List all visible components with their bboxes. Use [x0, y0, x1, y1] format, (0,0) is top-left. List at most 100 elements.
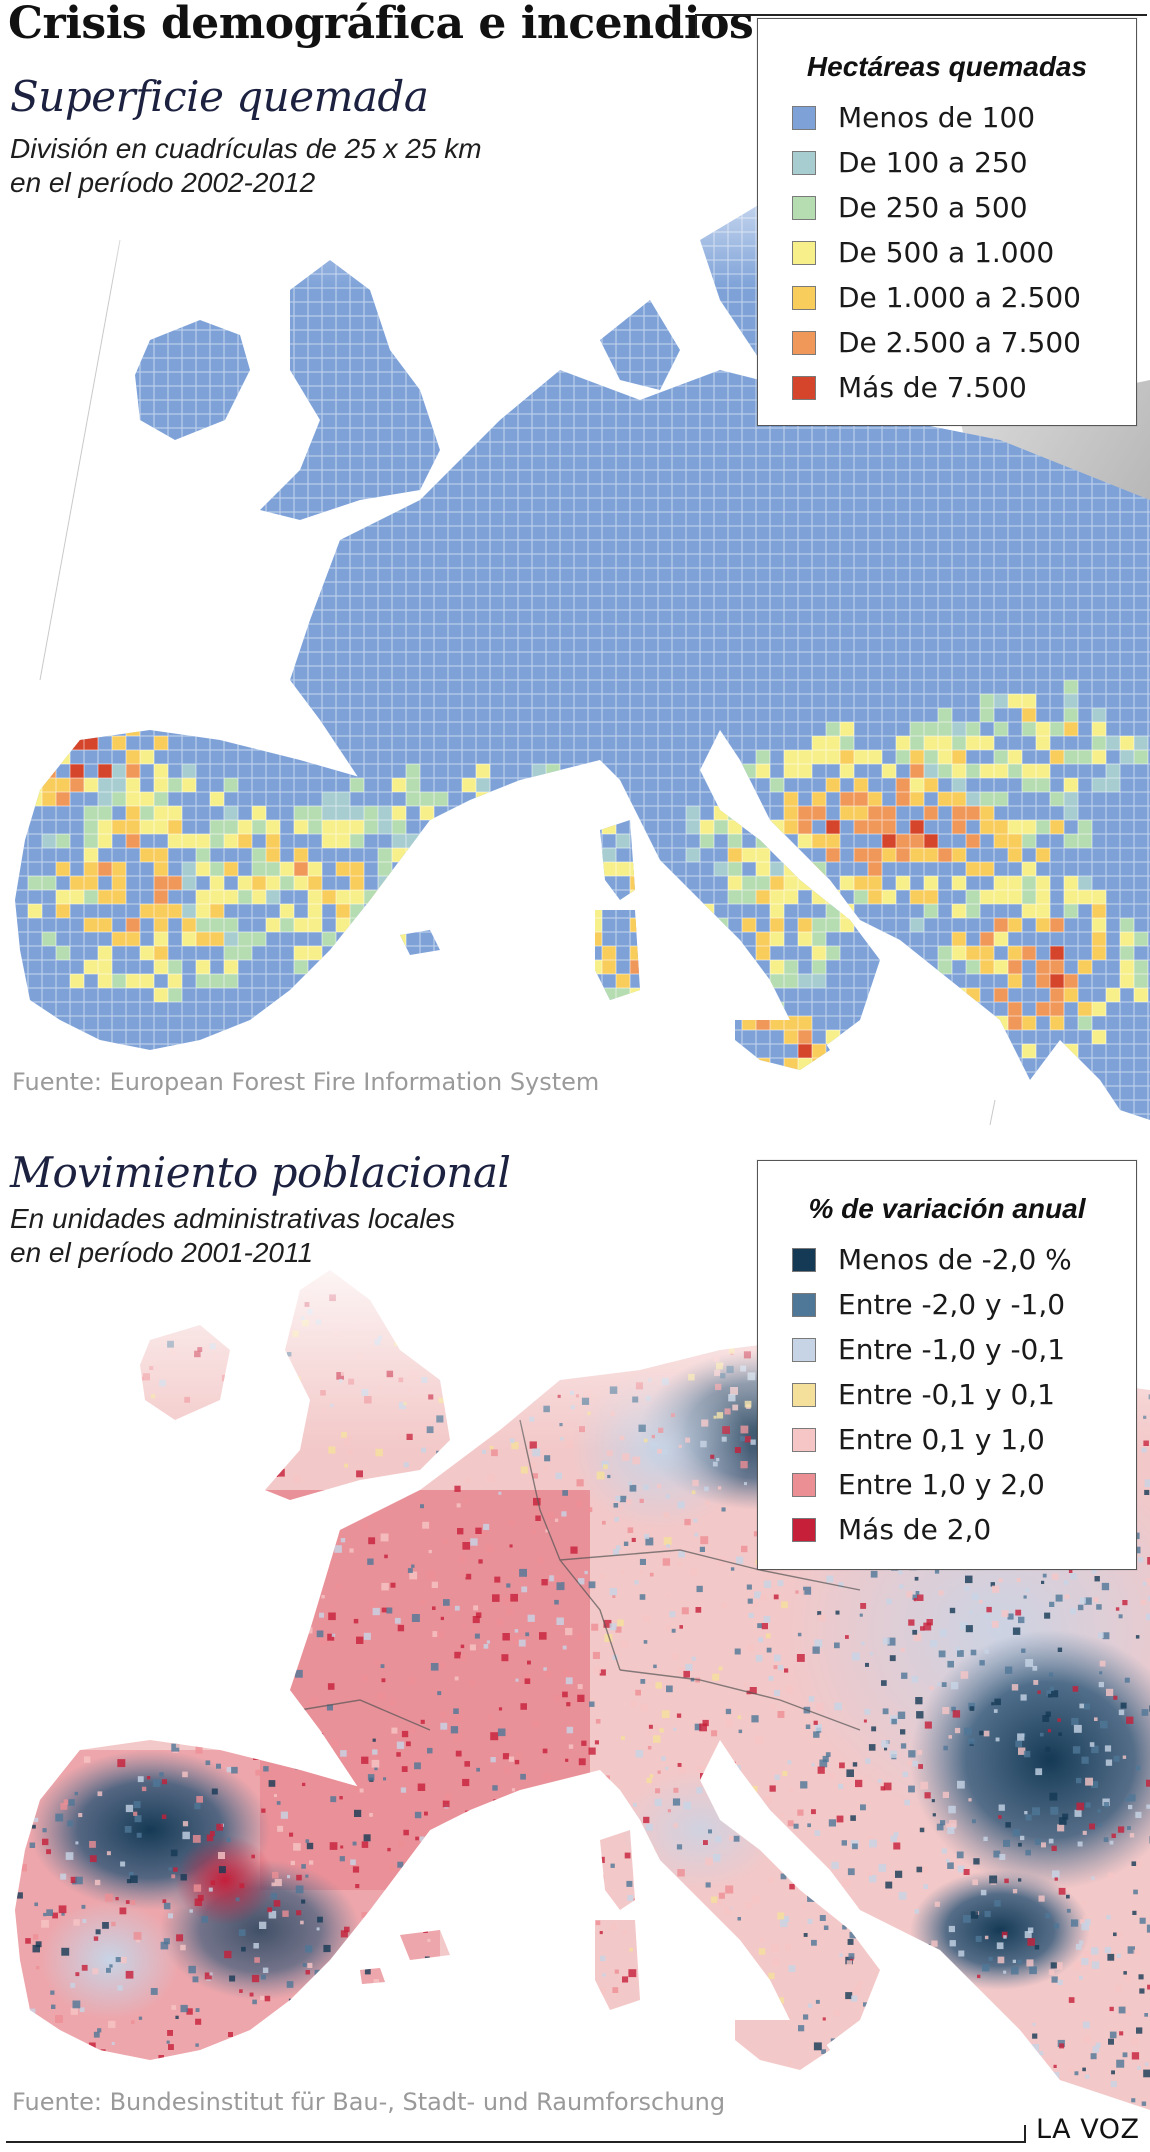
- burned-legend-label: De 2.500 a 7.500: [838, 326, 1081, 359]
- burned-grid-cell: [476, 834, 490, 848]
- burned-legend-item: De 500 a 1.000: [792, 230, 1136, 275]
- burned-grid-cell: [714, 1030, 728, 1044]
- burned-grid-cell: [350, 960, 364, 974]
- burned-grid-cell: [462, 834, 476, 848]
- burned-grid-cell: [588, 806, 602, 820]
- burned-grid-cell: [476, 806, 490, 820]
- burned-grid-cell: [28, 778, 42, 792]
- burned-grid-cell: [28, 778, 42, 792]
- burned-grid-cell: [560, 778, 574, 792]
- burned-grid-cell: [84, 694, 98, 708]
- burned-legend-label: De 500 a 1.000: [838, 236, 1055, 269]
- population-map-subtitle-1: En unidades administrativas locales: [10, 1203, 456, 1234]
- population-legend-item: Más de 2,0: [792, 1507, 1136, 1552]
- burned-grid-cell: [644, 876, 658, 890]
- footer-rule: [6, 2141, 1026, 2143]
- burned-grid-cell: [42, 736, 56, 750]
- burned-grid-cell: [658, 904, 672, 918]
- population-map: [0, 1230, 1150, 2110]
- burned-grid-cell: [462, 806, 476, 820]
- burned-grid-cell: [392, 890, 406, 904]
- burned-grid-cell: [504, 806, 518, 820]
- burned-grid-cell: [406, 890, 420, 904]
- burned-grid-cell: [364, 946, 378, 960]
- population-legend-label: Menos de -2,0 %: [838, 1243, 1072, 1276]
- population-legend-label: Entre -0,1 y 0,1: [838, 1378, 1055, 1411]
- burned-grid-cell: [126, 694, 140, 708]
- burned-grid-cell: [378, 932, 392, 946]
- burned-legend-swatch: [792, 240, 816, 265]
- burned-grid-cell: [714, 1058, 728, 1072]
- burned-grid-cell: [112, 680, 126, 694]
- burned-grid-cell: [406, 904, 420, 918]
- population-legend-label: Entre 1,0 y 2,0: [838, 1468, 1045, 1501]
- burned-grid-cell: [658, 904, 672, 918]
- burned-grid-cell: [336, 946, 350, 960]
- burned-legend-title: Hectáreas quemadas: [806, 51, 1088, 82]
- title-rule-tick: [695, 14, 697, 38]
- burned-grid-cell: [658, 890, 672, 904]
- burned-legend-item: De 2.500 a 7.500: [792, 320, 1136, 365]
- burned-grid-cell: [518, 820, 532, 834]
- brand-logo: LA VOZ: [1036, 2114, 1140, 2145]
- burned-grid-cell: [728, 974, 742, 988]
- burned-legend-label: De 1.000 a 2.500: [838, 281, 1081, 314]
- burned-legend-swatch: [792, 105, 816, 130]
- burned-grid-cell: [756, 820, 770, 834]
- burned-grid-cell: [742, 1058, 756, 1072]
- burned-grid-cell: [714, 1030, 728, 1044]
- burned-grid-cell: [364, 918, 378, 932]
- population-legend-swatch: [792, 1517, 816, 1542]
- burned-grid-cell: [686, 904, 700, 918]
- burned-grid-cell: [98, 722, 112, 736]
- burned-legend-swatch: [792, 150, 816, 175]
- burned-map-title: Superficie quemada: [10, 72, 429, 121]
- burned-grid-cell: [826, 1058, 840, 1072]
- burned-grid-cell: [812, 876, 826, 890]
- burned-grid-cell: [588, 890, 602, 904]
- burned-grid-cell: [714, 1044, 728, 1058]
- burned-grid-cell: [532, 806, 546, 820]
- burned-grid-cell: [462, 806, 476, 820]
- burned-grid-cell: [700, 918, 714, 932]
- burned-grid-cell: [98, 708, 112, 722]
- burned-grid-cell: [756, 1072, 770, 1086]
- population-legend-item: Entre -0,1 y 0,1: [792, 1372, 1136, 1417]
- burned-legend-label: De 100 a 250: [838, 146, 1028, 179]
- burned-grid-cell: [406, 848, 420, 862]
- burned-grid-cell: [518, 792, 532, 806]
- burned-grid-cell: [630, 1002, 644, 1016]
- burned-grid-cell: [602, 792, 616, 806]
- burned-grid-cell: [728, 764, 742, 778]
- burned-grid-cell: [770, 1002, 784, 1016]
- burned-grid-cell: [546, 778, 560, 792]
- population-legend-swatch: [792, 1292, 816, 1317]
- burned-grid-cell: [714, 1030, 728, 1044]
- burned-grid-cell: [644, 932, 658, 946]
- burned-legend-label: De 250 a 500: [838, 191, 1028, 224]
- burned-grid-cell: [70, 722, 84, 736]
- burned-grid-cell: [560, 778, 574, 792]
- burned-legend-label: Más de 7.500: [838, 371, 1027, 404]
- burned-grid-cell: [518, 820, 532, 834]
- burned-legend-swatch: [792, 285, 816, 310]
- population-legend-label: Entre 0,1 y 1,0: [838, 1423, 1045, 1456]
- burned-legend-item: Menos de 100: [792, 95, 1136, 140]
- population-map-title: Movimiento poblacional: [10, 1148, 511, 1197]
- burned-grid-cell: [84, 722, 98, 736]
- burned-grid-cell: [532, 806, 546, 820]
- population-legend-label: Entre -1,0 y -0,1: [838, 1333, 1066, 1366]
- population-legend-swatch: [792, 1427, 816, 1452]
- burned-grid-cell: [504, 820, 518, 834]
- burned-map-subtitle-2: en el período 2002-2012: [10, 167, 316, 198]
- population-legend-item: Entre 1,0 y 2,0: [792, 1462, 1136, 1507]
- burned-grid-cell: [350, 932, 364, 946]
- burned-grid-cell: [392, 890, 406, 904]
- burned-grid-cell: [644, 876, 658, 890]
- burned-grid-cell: [434, 834, 448, 848]
- burned-grid-cell: [84, 708, 98, 722]
- population-map-subtitle-2: en el período 2001-2011: [10, 1237, 314, 1268]
- burned-legend-item: De 1.000 a 2.500: [792, 275, 1136, 320]
- burned-grid-cell: [532, 820, 546, 834]
- burned-legend-swatch: [792, 330, 816, 355]
